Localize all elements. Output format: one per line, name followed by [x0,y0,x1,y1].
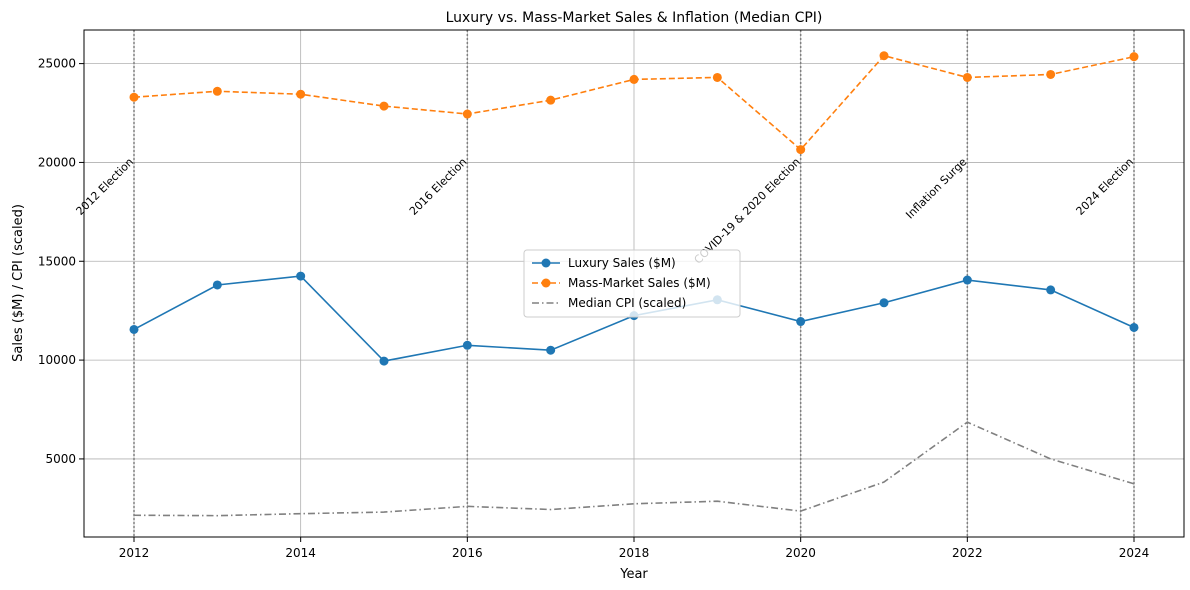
data-point [796,145,806,155]
series-1 [129,51,1139,155]
y-tick-label: 10000 [38,353,76,367]
x-tick-label: 2014 [285,546,316,560]
legend-box [523,249,741,318]
y-tick-label: 5000 [45,452,76,466]
chart-title: Luxury vs. Mass-Market Sales & Inflation… [446,10,823,26]
y-tick-label: 25000 [38,57,76,71]
x-tick-label: 2020 [785,546,816,560]
data-point [546,95,556,105]
data-point [212,86,222,96]
y-axis-label: Sales ($M) / CPI (scaled) [11,204,26,362]
data-point [1046,285,1056,295]
data-point [1129,322,1139,332]
data-point [546,345,556,355]
data-point [462,340,472,350]
data-point [379,101,389,111]
x-tick-label: 2022 [952,546,983,560]
data-point [962,72,972,82]
legend: Luxury Sales ($M) Mass-Market Sales ($M) M… [523,249,741,318]
x-axis-label: Year [619,567,648,582]
legend-marker [541,258,551,268]
x-axis: 2012 2014 2016 2018 2020 2022 2024 [119,537,1150,560]
data-point [879,51,889,61]
x-tick-label: 2016 [452,546,483,560]
legend-label: Luxury Sales ($M) [568,256,676,270]
data-point [129,324,139,334]
legend-label: Median CPI (scaled) [568,296,686,310]
data-point [379,356,389,366]
x-tick-label: 2018 [619,546,650,560]
series-line [133,421,1135,517]
data-point [796,317,806,327]
data-point [1129,52,1139,62]
series-2 [133,421,1135,517]
data-point [879,298,889,308]
x-tick-label: 2012 [119,546,150,560]
y-tick-label: 15000 [38,254,76,268]
data-point [296,89,306,99]
data-point [212,280,222,290]
data-point [712,72,722,82]
data-point [962,275,972,285]
y-axis: 5000 10000 15000 20000 25000 [38,57,84,466]
y-tick-label: 20000 [38,155,76,169]
legend-marker [541,278,551,288]
legend-label: Mass-Market Sales ($M) [568,276,711,290]
data-point [129,92,139,102]
data-point [296,271,306,281]
data-point [462,109,472,119]
x-tick-label: 2024 [1119,546,1150,560]
data-point [629,74,639,84]
data-point [1046,69,1056,79]
